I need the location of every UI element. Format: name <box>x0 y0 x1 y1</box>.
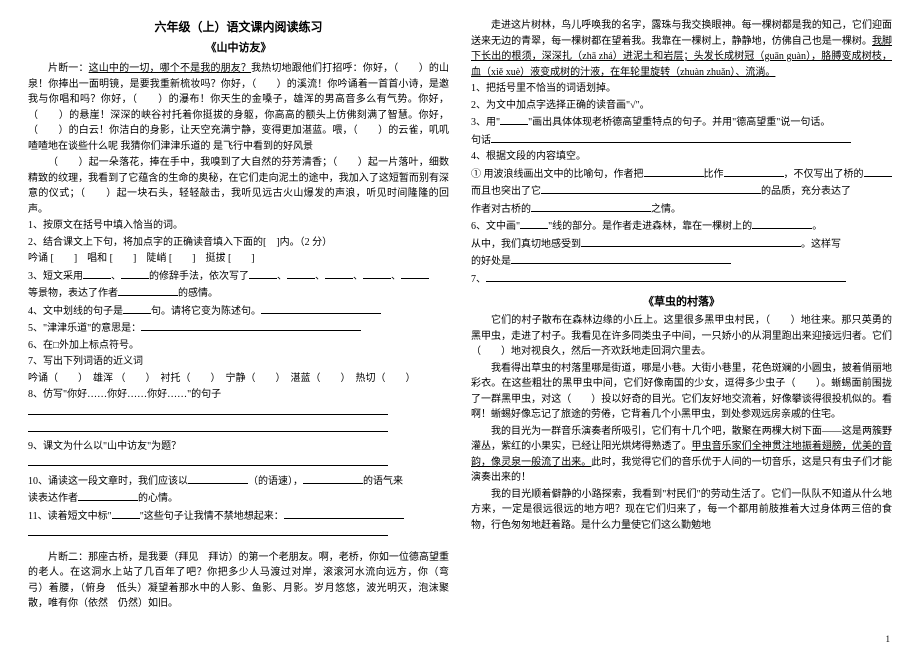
q11: 10、诵读这一段文章时，我们应该以 （的语速）， 的语气来 <box>28 473 449 490</box>
q11d-t: 读表达作者 <box>28 493 78 504</box>
s2-q6d: 从中，我们真切地感受到 。这样写 <box>471 236 892 253</box>
s2q5e: 的品质，充分表达了 <box>761 186 851 197</box>
s2-q3: 3、用" "画出具体体现老桥德高望重特点的句子。并用"德高望重"说一句话。 <box>471 114 892 131</box>
q8: 7、写出下列词语的近义词 <box>28 354 449 370</box>
lesson2-title: 《草虫的村落》 <box>471 293 892 309</box>
frag2-p2: 走进这片树林，鸟儿呼唤我的名字，露珠与我交换眼神。每一棵树都是我的知己，它们迎面… <box>471 20 892 47</box>
q3c: 的修辞手法，依次写了 <box>149 271 249 282</box>
q3f: 、 <box>353 271 363 282</box>
q3e: 、 <box>315 271 325 282</box>
q3d: 、 <box>277 271 287 282</box>
s2q3a: 3、用" <box>471 117 500 128</box>
q10: 9、课文为什么以"山中访友"为题？ <box>28 439 449 455</box>
q6: 5、"津津乐道"的意思是： <box>28 320 449 337</box>
q11c: 的语气来 <box>363 476 403 487</box>
q12-blank <box>28 525 449 542</box>
q10-blank <box>28 455 449 472</box>
s2q6a: 6、文中画" <box>471 221 520 232</box>
cao-p1: 它们的村子散布在森林边缘的小丘上。这里很多黑甲虫村民，（ ）地往来。那只英勇的黑… <box>471 313 892 360</box>
q3g: 、 <box>391 271 401 282</box>
s2q7-t: 7、 <box>471 274 486 285</box>
s2q5a: ① 用波浪线画出文中的比喻句，作者把 <box>471 169 644 180</box>
q4b: 的感情。 <box>178 288 218 299</box>
q4a: 等景物，表达了作者 <box>28 288 118 299</box>
q5a: 4、文中划线的句子是 <box>28 306 123 317</box>
frag1-label: 片断一： <box>48 63 89 74</box>
s2q6f-t: 的好处是 <box>471 256 511 267</box>
q9-blank <box>28 404 449 421</box>
s2-q2: 2、为文中加点字选择正确的读音画"√"。 <box>471 98 892 114</box>
cao-p3: 我的目光为一群音乐演奏者所吸引，它们有十几个吧，散聚在两棵大树下面——这是两簇野… <box>471 424 892 486</box>
q9-blank2 <box>28 421 449 438</box>
lesson1-title: 《山中访友》 <box>28 39 449 55</box>
s2-q7: 7、 <box>471 271 892 288</box>
s2-q5d: 而且也突出了它 的品质，充分表达了 <box>471 183 892 200</box>
q1: 1、按原文在括号中填入恰当的词。 <box>28 218 449 234</box>
s2-q4: 4、根据文段的内容填空。 <box>471 149 892 165</box>
q6a: 5、"津津乐道"的意思是： <box>28 323 141 334</box>
q4: 等景物，表达了作者 的感情。 <box>28 285 449 302</box>
s2q5c: ，不仅写出了桥的 <box>784 169 864 180</box>
q5b: 句。请将它变为陈述句。 <box>151 306 261 317</box>
s2q6c: 。 <box>812 221 822 232</box>
q11d: 读表达作者 的心情。 <box>28 490 449 507</box>
fragment-2: 片断二：那座古桥，是我要（拜见 拜访）的第一个老朋友。啊，老桥，你如一位德高望重… <box>28 550 449 612</box>
q2a: 2、结合课文上下句，将加点字的正确读音填入下面的[ ]内。（2 分） <box>28 235 449 251</box>
q7: 6、在□外加上标点符号。 <box>28 338 449 354</box>
q3b: 、 <box>111 271 121 282</box>
q8b: 吟诵（ ） 雄浑 （ ） 衬托（ ） 宁静（ ） 湛蓝（ ） 热切（ ） <box>28 371 449 387</box>
frag1-underline: 这山中的一切，哪个不是我的朋友？ <box>89 63 251 74</box>
s2-q5: ① 用波浪线画出文中的比喻句，作者把 比作 ，不仅写出了桥的 <box>471 166 892 183</box>
q11b: （的语速）， <box>248 476 303 487</box>
q11a: 10、诵读这一段文章时，我们应该以 <box>28 476 188 487</box>
frag2-label: 片断二： <box>48 552 88 563</box>
s2-q6f: 的好处是 <box>471 253 892 270</box>
q3a: 3、短文采用 <box>28 271 83 282</box>
s2q3b: "画出具体体现老桥德高望重特点的句子。并用"德高望重"说一句话。 <box>528 117 830 128</box>
cao-p2: 我看得出草虫的村落里哪是街道，哪是小巷。大街小巷里，花色斑斓的小圆虫，披着俏丽地… <box>471 361 892 423</box>
q9: 8、仿写"你好……你好……你好……"的句子 <box>28 387 449 403</box>
q5: 4、文中划线的句子是 句。请将它变为陈述句。 <box>28 303 449 320</box>
s2q6b: "线的部分。是作者走进森林，靠在一棵树上的 <box>548 221 752 232</box>
q3: 3、短文采用 、 的修辞手法，依次写了 、 、 、 、 <box>28 268 449 285</box>
q12: 11、读着短文中标" "这些句子让我情不禁地想起来： <box>28 508 449 525</box>
q12b: "这些句子让我情不禁地想起来： <box>140 511 284 522</box>
doc-title: 六年级（上）语文课内阅读练习 <box>28 18 449 35</box>
frag2-p1: 那座古桥，是我要（拜见 拜访）的第一个老朋友。啊，老桥，你如一位德高望重的老人。… <box>28 552 459 610</box>
fragment-1b: （ ）起一朵落花，捧在手中，我嗅到了大自然的芬芳清香；（ ）起一片落叶，细数精致… <box>28 155 449 217</box>
page-number: 1 <box>886 634 891 644</box>
s2q5d-t: 而且也突出了它 <box>471 186 541 197</box>
fragment-1: 片断一：这山中的一切，哪个不是我的朋友？我热切地跟他们打招呼：你好，（ ）的山泉… <box>28 61 449 154</box>
s2q6e: 。这样写 <box>801 239 841 250</box>
s2q6d-t: 从中，我们真切地感受到 <box>471 239 581 250</box>
s2-q5f: 作者对古桥的 之情。 <box>471 201 892 218</box>
q11e: 的心情。 <box>138 493 178 504</box>
cao-p4: 我的目光顺着僻静的小路探索，我看到"村民们"的劳动生活了。它们一队队不知道从什么… <box>471 487 892 534</box>
s2q5b: 比作 <box>704 169 724 180</box>
frag1-rest: 我热切地跟他们打招呼：你好，（ ）的山泉！你捧出一面明镜，是要我重新梳妆吗？你好… <box>28 63 449 152</box>
s2-q6: 6、文中画" "线的部分。是作者走进森林，靠在一棵树上的 。 <box>471 218 892 235</box>
s2q5g: 之情。 <box>651 204 681 215</box>
s2-q3-blank: 句话 <box>471 132 892 149</box>
q2b: 吟诵 [ ] 唱和 [ ] 陡峭 [ ] 挺拔 [ ] <box>28 251 449 267</box>
fragment-2b: 走进这片树林，鸟儿呼唤我的名字，露珠与我交换眼神。每一棵树都是我的知己，它们迎面… <box>471 18 892 80</box>
s2q5f-t: 作者对古桥的 <box>471 204 531 215</box>
s2-q1: 1、把括号里不恰当的词语划掉。 <box>471 81 892 97</box>
q12a: 11、读着短文中标" <box>28 511 112 522</box>
